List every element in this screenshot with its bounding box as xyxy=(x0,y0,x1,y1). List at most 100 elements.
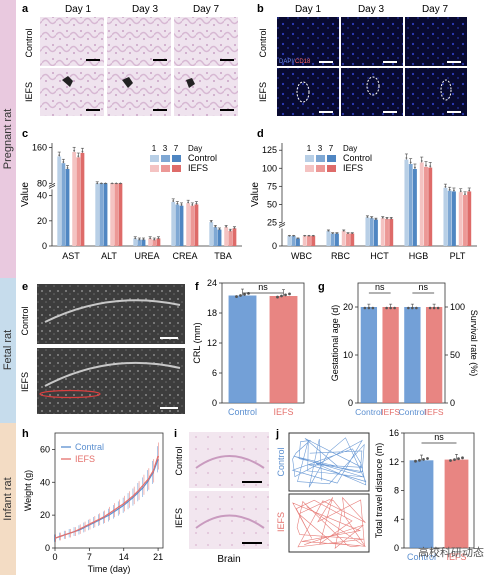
y-tick-label: 60 xyxy=(40,444,50,454)
data-point xyxy=(381,216,384,219)
panel-a-letter: a xyxy=(22,3,29,15)
legend-swatch xyxy=(305,155,314,162)
brain-contour xyxy=(195,514,265,529)
panel-a-day3: Day 3 xyxy=(132,4,159,15)
legend-swatch xyxy=(172,155,181,162)
y-tick-label: 40 xyxy=(37,191,47,201)
bar xyxy=(307,235,311,246)
bar xyxy=(365,217,370,246)
bar xyxy=(404,159,409,246)
bar xyxy=(228,230,233,246)
data-point xyxy=(172,200,175,202)
data-point xyxy=(276,295,279,299)
y-tick-label: 12 xyxy=(207,338,217,348)
if-stain-cd18: CD18 xyxy=(295,59,311,65)
data-point xyxy=(457,457,460,461)
data-point xyxy=(119,182,122,185)
data-point xyxy=(191,204,194,206)
y-axis-label: Total travel distance (m) xyxy=(374,443,384,539)
y-tick-label: 40 xyxy=(40,477,50,487)
bar xyxy=(118,183,123,246)
bar xyxy=(447,190,452,246)
x-tick-label: IEFS xyxy=(425,407,444,417)
data-point xyxy=(371,306,375,310)
series-line xyxy=(54,459,159,539)
data-point xyxy=(77,155,80,158)
x-tick-label: 7 xyxy=(87,552,92,562)
y-axis-label: Value xyxy=(250,182,261,207)
y-axis-label: CRL (mm) xyxy=(192,322,202,363)
x-tick-label: Control xyxy=(355,407,383,417)
data-point xyxy=(418,458,421,462)
bar xyxy=(419,162,424,246)
ultrasound-uterus-arc xyxy=(44,361,181,387)
bar xyxy=(217,229,222,246)
bar xyxy=(228,295,257,403)
bar xyxy=(373,219,378,246)
open-field-tracks xyxy=(291,437,367,549)
data-point xyxy=(347,232,349,235)
panel-a-day1: Day 1 xyxy=(65,4,92,15)
x-tick-label: ALT xyxy=(101,251,117,261)
bar xyxy=(103,183,108,246)
data-point xyxy=(214,225,217,228)
he-lesion-day1 xyxy=(62,76,73,87)
panel-g-letter: g xyxy=(318,281,325,293)
y-tick-label: 0 xyxy=(42,241,47,251)
data-point xyxy=(375,218,377,221)
data-point xyxy=(138,238,141,241)
bar xyxy=(80,152,85,246)
panel-b-letter: b xyxy=(257,3,264,15)
blood-count-chart: 0 25 50 75 100 125 Value WBC RBC HCT HGB PLT 1 3 7 DayC… xyxy=(250,143,477,261)
significance-label: ns xyxy=(375,282,385,292)
data-point xyxy=(444,185,447,188)
y-tick-label: 125 xyxy=(262,145,277,155)
crl-measurement xyxy=(39,389,101,399)
data-point xyxy=(461,456,464,460)
bar xyxy=(224,227,229,246)
x-tick-label: RBC xyxy=(331,251,351,261)
data-point xyxy=(58,154,61,157)
y-tick-label: 4 xyxy=(394,514,399,524)
legend-swatch xyxy=(327,155,336,162)
y-tick-label: 0 xyxy=(212,398,217,408)
data-point xyxy=(229,229,232,232)
y-right-tick-label: 50 xyxy=(450,350,460,360)
infant-band: Infant rat xyxy=(0,423,16,575)
data-point xyxy=(303,234,306,237)
movement-track xyxy=(292,496,366,549)
y-tick-label: 20 xyxy=(37,216,47,226)
data-point xyxy=(327,229,330,232)
x-tick-label: HCT xyxy=(370,251,389,261)
bar xyxy=(360,307,378,403)
data-point xyxy=(176,202,179,205)
bar xyxy=(186,203,191,246)
legend-series-label: Control xyxy=(343,153,372,163)
data-point xyxy=(407,306,410,310)
data-point xyxy=(288,234,291,237)
data-point xyxy=(453,458,456,461)
data-point xyxy=(414,459,417,463)
bar xyxy=(409,460,434,548)
data-point xyxy=(448,188,451,191)
legend-swatch xyxy=(161,165,170,172)
he-control-day7 xyxy=(174,17,238,66)
bar xyxy=(389,218,394,246)
panel-j-row-control: Control xyxy=(276,447,286,476)
data-point xyxy=(409,161,412,164)
bar xyxy=(287,235,292,246)
bar xyxy=(425,307,443,403)
data-point xyxy=(390,217,393,220)
he-control-day1 xyxy=(40,17,104,66)
data-point xyxy=(149,237,152,240)
bar xyxy=(463,195,467,246)
data-point xyxy=(142,238,145,241)
data-point xyxy=(422,458,425,461)
bar xyxy=(76,157,81,246)
legend-swatch xyxy=(161,155,170,162)
data-point xyxy=(393,306,396,310)
bar xyxy=(346,233,350,246)
data-point xyxy=(134,237,137,240)
y-tick-label: 0 xyxy=(45,543,50,553)
if-roi-day7 xyxy=(440,79,452,101)
